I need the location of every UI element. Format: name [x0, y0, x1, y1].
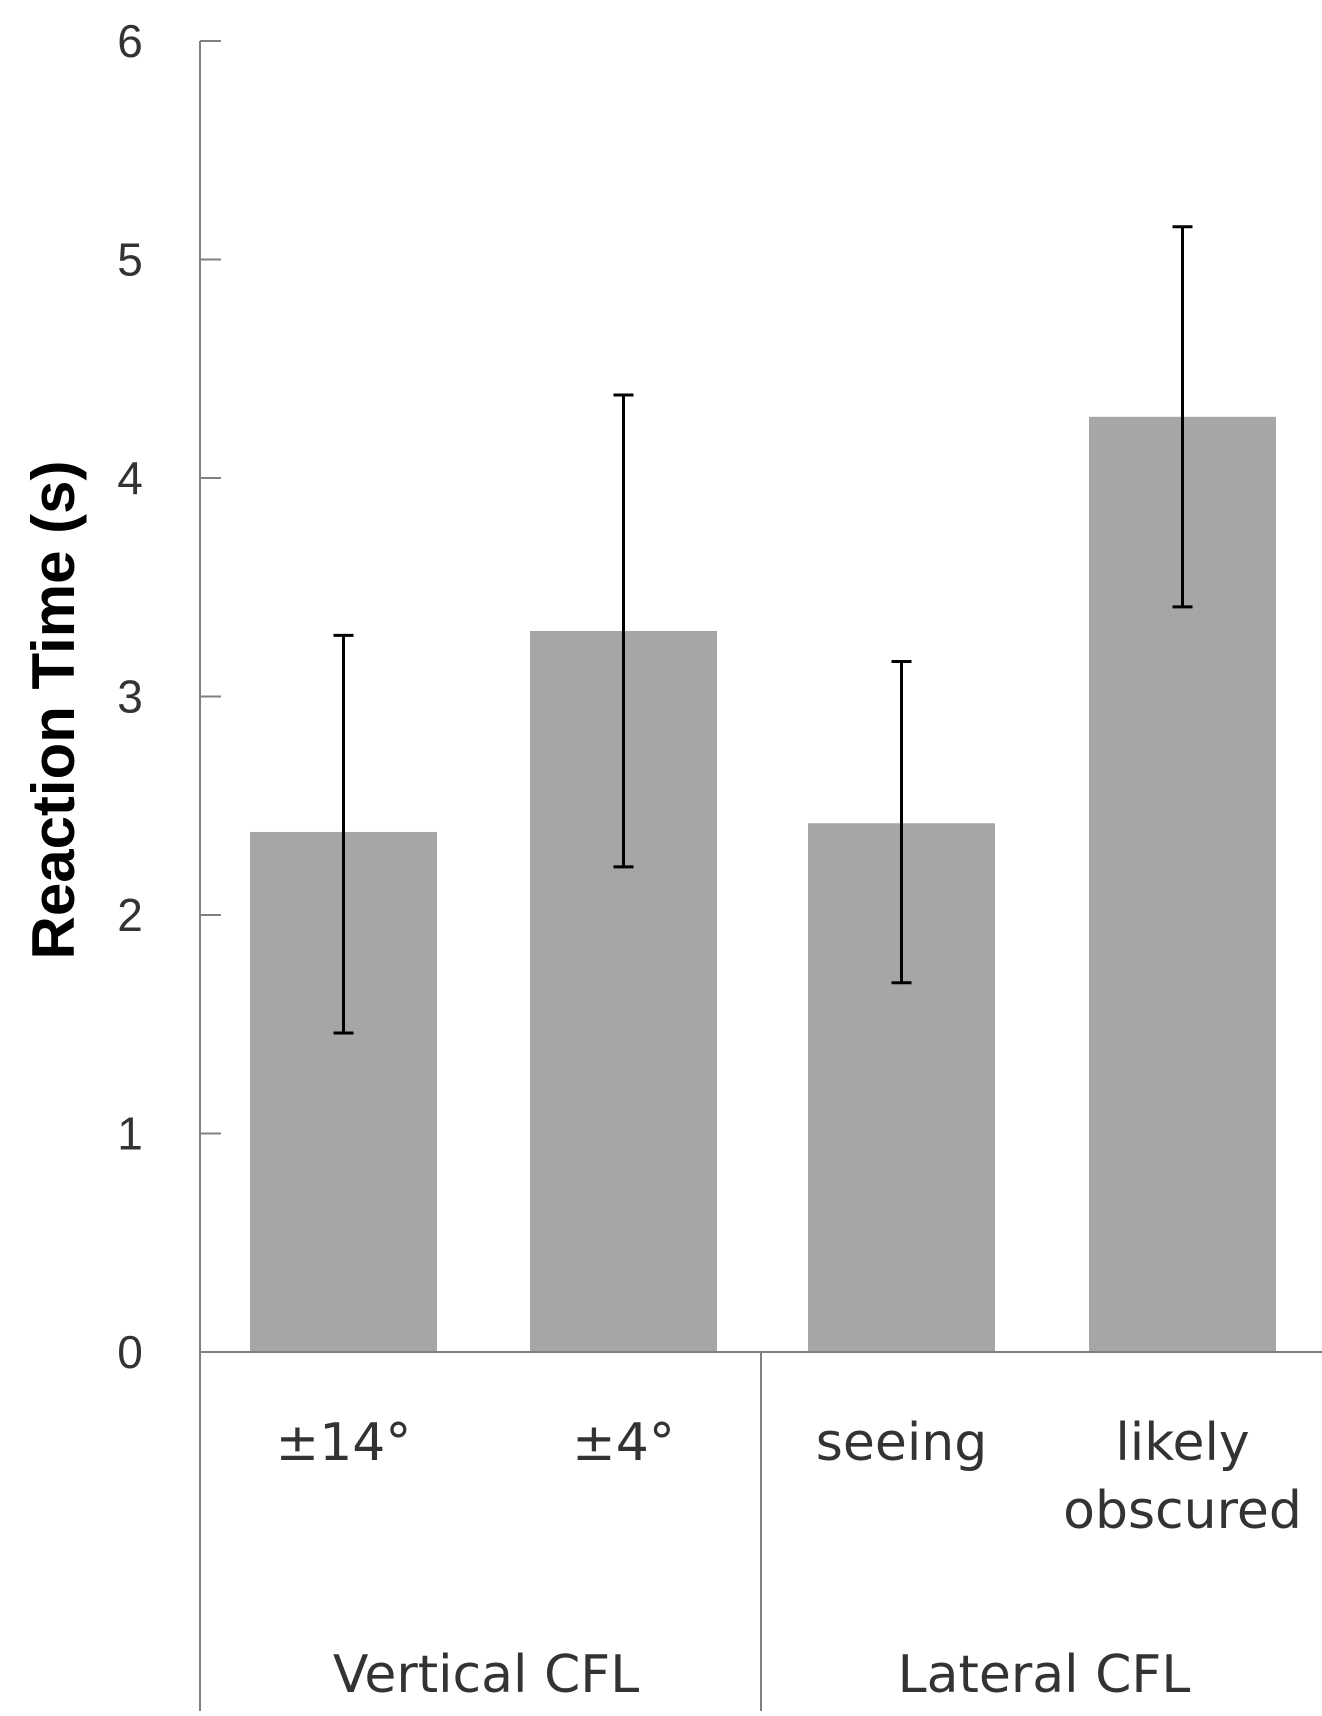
group-label: Vertical CFL — [333, 1645, 639, 1705]
y-tick-label: 5 — [117, 234, 143, 286]
axes-layer — [199, 40, 1322, 1711]
error-bar — [891, 660, 912, 985]
y-tick-label: 0 — [117, 1326, 143, 1378]
bars-layer — [250, 416, 1276, 1352]
error-bars-layer — [333, 225, 1193, 1035]
x-tick-label-line: likely — [1115, 1413, 1249, 1473]
x-tick-label-line: ±4° — [572, 1413, 675, 1473]
error-bar — [1172, 225, 1193, 609]
y-tick-label: 1 — [117, 1108, 143, 1160]
x-tick-label: seeing — [816, 1413, 988, 1473]
y-tick-label: 6 — [117, 15, 143, 67]
x-tick-label-line: obscured — [1063, 1481, 1302, 1541]
y-tick-label: 4 — [117, 452, 143, 504]
y-axis-title: Reaction Time (s) — [20, 460, 87, 959]
y-tick-label: 3 — [117, 671, 143, 723]
x-tick-label-line: ±14° — [276, 1413, 412, 1473]
x-tick-label: likely obscured — [1063, 1413, 1302, 1541]
x-tick-label-line: seeing — [816, 1413, 988, 1473]
x-tick-label: ±14° — [276, 1413, 412, 1473]
error-bar — [333, 633, 354, 1035]
x-tick-label: ±4° — [572, 1413, 675, 1473]
labels-layer: 0 1 2 3 4 5 6 ±14° ±4° seeing likely obscured Vertic… — [117, 15, 1302, 1705]
group-label: Lateral CFL — [898, 1645, 1191, 1705]
y-tick-label: 2 — [117, 889, 143, 941]
error-bar — [613, 393, 634, 869]
